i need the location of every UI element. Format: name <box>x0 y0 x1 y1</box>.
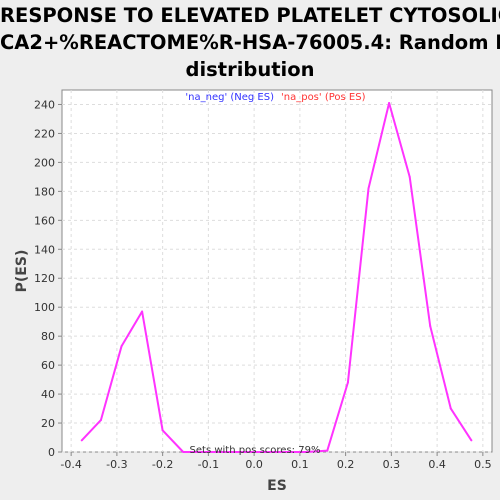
chart-title-line-3: distribution <box>185 58 315 81</box>
data-point <box>346 381 349 384</box>
data-point <box>429 325 432 327</box>
y-tick-label: 40 <box>41 388 55 401</box>
y-axis-title: P(ES) <box>14 250 30 293</box>
data-point <box>264 451 267 453</box>
x-tick-label: 0.2 <box>337 458 355 471</box>
data-point <box>99 419 102 422</box>
y-tick-label: 80 <box>41 330 55 343</box>
x-axis: -0.4 -0.3 -0.2 -0.1 0.0 0.1 0.2 0.3 0.4 0.5 <box>60 452 492 471</box>
x-axis-title: ES <box>267 478 287 494</box>
data-point <box>388 102 391 104</box>
data-point <box>305 451 308 453</box>
data-point <box>470 439 473 442</box>
plot-area <box>61 89 493 453</box>
series-line-0 <box>80 102 473 453</box>
chart-title-line-1: RESPONSE TO ELEVATED PLATELET CYTOSOLIC <box>0 4 500 27</box>
y-tick-label: 140 <box>34 243 55 256</box>
y-tick-label: 240 <box>34 98 55 111</box>
y-tick-label: 200 <box>34 156 55 169</box>
data-point <box>161 429 164 432</box>
x-tick-label: 0.5 <box>474 458 492 471</box>
data-point <box>326 449 329 452</box>
x-tick-label: -0.1 <box>198 458 219 471</box>
data-point <box>408 175 411 178</box>
x-tick-label: 0.4 <box>428 458 446 471</box>
chart-title-line-2: CA2+%REACTOME%R-HSA-76005.4: Random ES <box>0 31 500 54</box>
annotation: Sets with pos scores: 79% <box>190 445 321 456</box>
y-axis: 0 20 40 60 80 100 120 140 160 180 200 220 240 <box>34 98 62 459</box>
x-tick-label: 0.3 <box>383 458 401 471</box>
legend-entry-pos: 'na_pos' (Pos ES) <box>281 92 366 103</box>
x-tick-label: -0.3 <box>106 458 127 471</box>
grid-lines <box>62 90 492 453</box>
x-tick-label: -0.2 <box>152 458 173 471</box>
x-tick-label: 0.1 <box>291 458 309 471</box>
chart-title: RESPONSE TO ELEVATED PLATELET CYTOSOLIC … <box>0 2 500 83</box>
data-point <box>449 407 452 410</box>
data-point <box>80 439 83 442</box>
legend-entry-neg: 'na_neg' (Neg ES) <box>185 92 274 103</box>
y-tick-label: 100 <box>34 301 55 314</box>
data-point <box>244 451 246 453</box>
series-group <box>80 102 473 453</box>
data-point <box>120 345 123 348</box>
x-tick-label: -0.4 <box>60 458 81 471</box>
y-tick-label: 160 <box>34 214 55 227</box>
data-point <box>141 310 144 313</box>
data-point <box>367 187 370 190</box>
data-point <box>182 451 185 453</box>
y-tick-label: 120 <box>34 272 55 285</box>
data-point <box>223 451 226 453</box>
y-tick-label: 60 <box>41 359 55 372</box>
data-point <box>285 451 288 453</box>
data-point <box>202 451 205 453</box>
x-tick-label: 0.0 <box>245 458 263 471</box>
y-tick-label: 220 <box>34 127 55 140</box>
y-tick-label: 0 <box>48 446 55 459</box>
y-tick-label: 20 <box>41 417 55 430</box>
y-tick-label: 180 <box>34 185 55 198</box>
